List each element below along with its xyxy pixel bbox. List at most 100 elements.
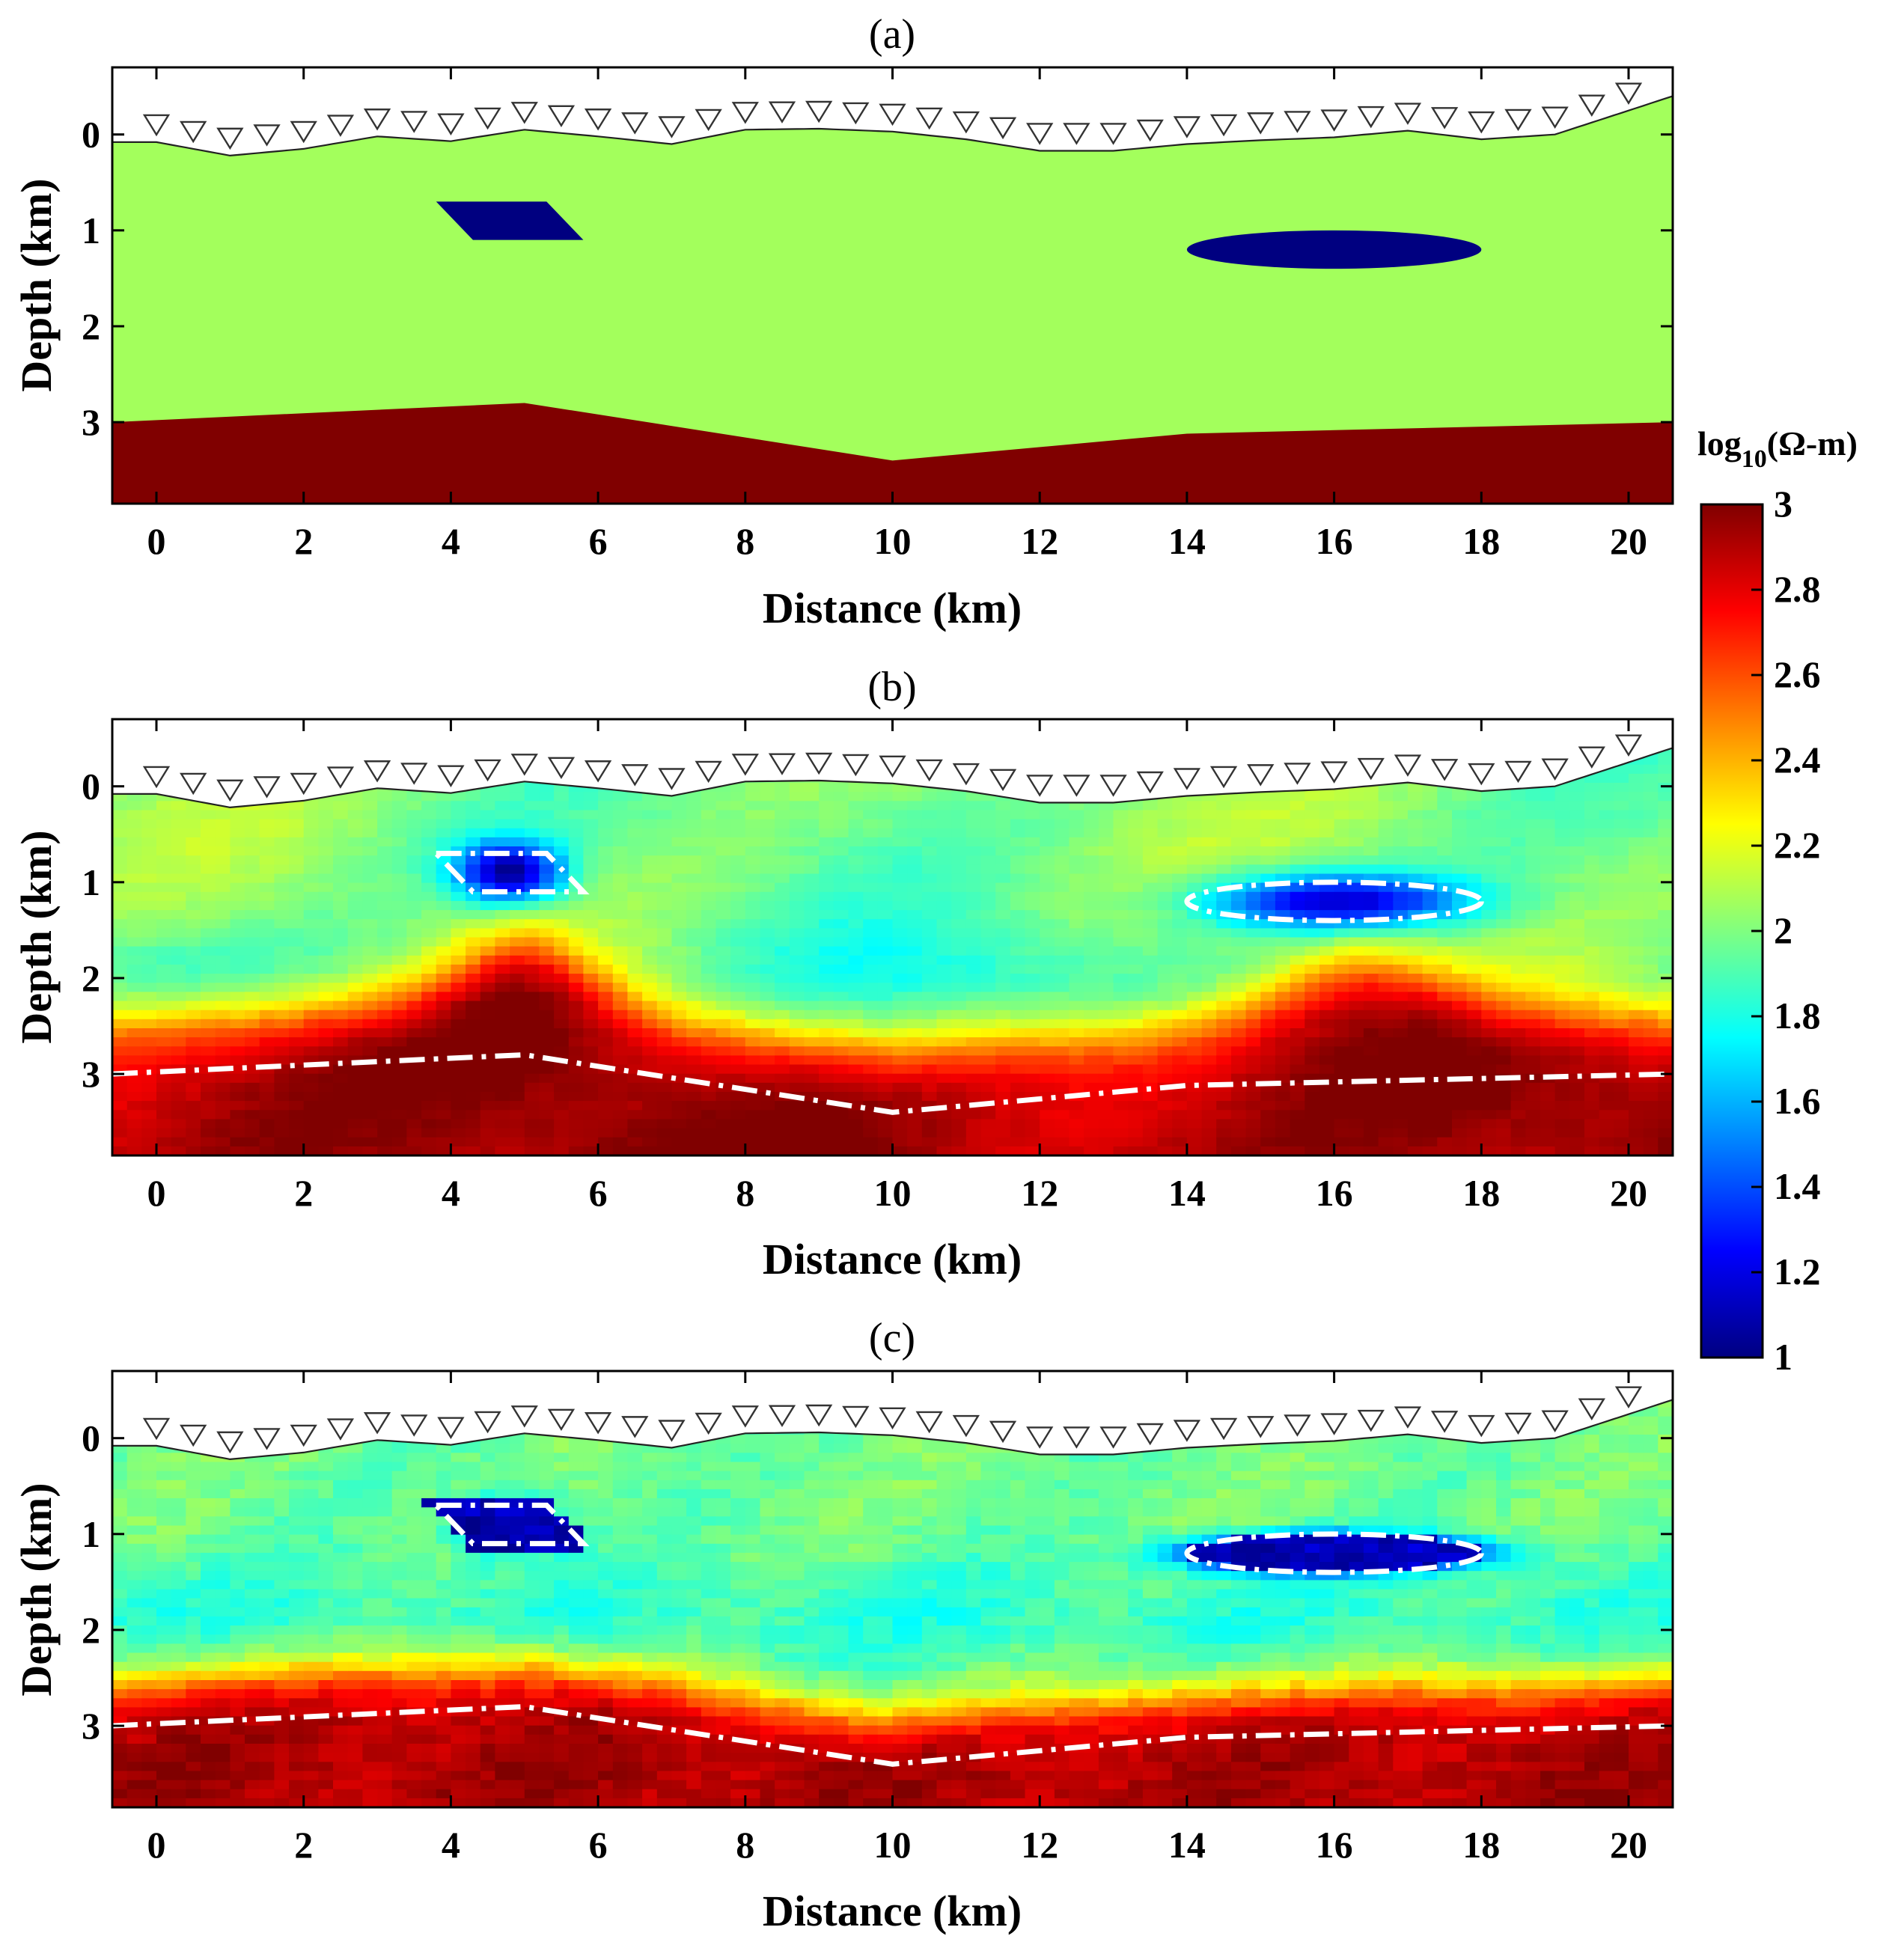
model-cell (141, 1652, 157, 1663)
model-cell (215, 1146, 231, 1155)
model-cell (1510, 974, 1526, 983)
model-cell (186, 1498, 201, 1508)
model-cell (656, 1128, 673, 1138)
model-cell (583, 819, 599, 829)
model-cell (1025, 900, 1040, 911)
model-cell (141, 992, 157, 1002)
model-cell (1054, 1119, 1070, 1129)
model-cell (1290, 955, 1305, 965)
model-cell (274, 1001, 290, 1011)
model-cell (1245, 974, 1261, 983)
station-marker (1430, 107, 1459, 129)
model-cell (421, 1119, 437, 1129)
model-cell (201, 1698, 216, 1708)
model-cell (451, 919, 466, 929)
model-cell (1172, 1019, 1188, 1029)
model-cell (274, 837, 290, 847)
model-cell (480, 937, 495, 947)
model-cell (892, 1137, 908, 1147)
model-cell (583, 1082, 599, 1093)
model-cell (1025, 810, 1040, 820)
model-cell (980, 891, 996, 902)
model-cell (362, 801, 378, 810)
model-cell (347, 919, 363, 929)
model-cell (171, 910, 186, 920)
model-cell (907, 974, 923, 983)
model-cell (186, 855, 201, 865)
model-cell (1172, 882, 1188, 893)
model-cell (1629, 783, 1644, 793)
model-cell (1069, 937, 1084, 947)
model-cell (156, 1562, 172, 1572)
model-cell (1554, 919, 1570, 929)
model-cell (627, 1092, 643, 1102)
model-cell (1290, 891, 1305, 902)
model-cell (362, 810, 378, 820)
model-cell (1010, 846, 1026, 856)
model-cell (215, 1507, 231, 1517)
model-cell (156, 1516, 172, 1526)
model-cell (686, 1146, 702, 1155)
model-cell (1658, 737, 1673, 747)
model-cell (1142, 983, 1159, 992)
model-cell (1584, 992, 1600, 1002)
model-cell (245, 1462, 260, 1472)
model-cell (1569, 1064, 1585, 1075)
model-cell (451, 1146, 466, 1155)
model-cell (1216, 1028, 1232, 1038)
model-cell (1157, 964, 1173, 974)
model-cell (789, 1037, 805, 1047)
model-cell (1305, 828, 1320, 838)
model-cell (1290, 819, 1305, 829)
model-cell (1260, 792, 1276, 802)
model-cell (745, 855, 761, 865)
model-cell (1260, 1028, 1276, 1038)
model-cell (156, 819, 172, 829)
model-cell (259, 882, 275, 893)
model-cell (406, 1010, 422, 1020)
model-cell (201, 1734, 216, 1744)
model-cell (1010, 1046, 1026, 1056)
panel-2-subsurface (112, 1399, 1673, 1807)
model-cell (126, 783, 142, 793)
model-cell (466, 910, 481, 920)
model-cell (421, 1146, 437, 1155)
model-cell (1510, 1055, 1526, 1066)
model-cell (245, 1670, 260, 1681)
model-cell (1599, 801, 1614, 810)
model-cell (642, 1082, 658, 1093)
model-cell (303, 873, 319, 884)
model-cell (303, 855, 319, 865)
model-cell (1201, 783, 1217, 793)
model-cell (377, 855, 393, 865)
model-cell (1363, 1010, 1379, 1020)
model-cell (201, 846, 216, 856)
model-cell (701, 1055, 717, 1066)
model-cell (1084, 919, 1099, 929)
model-cell (1201, 992, 1217, 1002)
model-cell (686, 792, 702, 802)
model-cell (1569, 792, 1585, 802)
model-cell (951, 937, 967, 947)
model-cell (126, 1471, 142, 1481)
model-cell (201, 1562, 216, 1572)
model-cell (804, 1010, 820, 1020)
model-cell (1305, 928, 1320, 938)
model-cell (612, 1082, 629, 1093)
model-cell (112, 1689, 128, 1699)
model-cell (377, 964, 393, 974)
model-cell (347, 1010, 363, 1020)
model-cell (1452, 974, 1468, 983)
model-cell (1407, 974, 1424, 983)
model-cell (730, 846, 746, 856)
model-cell (201, 964, 216, 974)
model-cell (141, 1744, 157, 1753)
model-cell (1349, 1001, 1364, 1011)
model-cell (141, 1716, 157, 1726)
model-cell (1393, 1101, 1409, 1111)
model-cell (1614, 1064, 1629, 1075)
model-cell (1496, 837, 1512, 847)
model-cell (1658, 992, 1673, 1002)
model-cell (112, 1543, 128, 1554)
model-cell (1496, 992, 1512, 1002)
